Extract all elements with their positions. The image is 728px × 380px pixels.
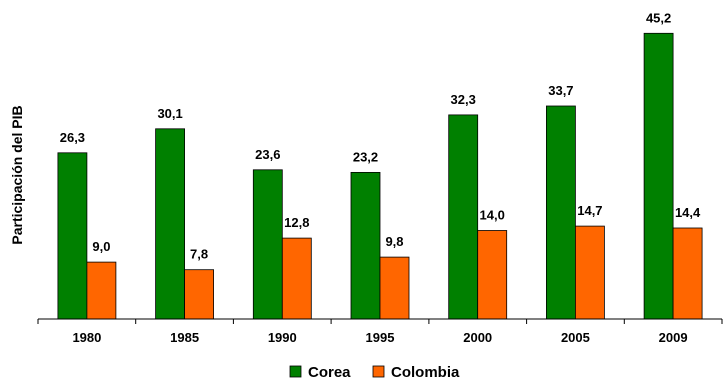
data-label-colombia-1990: 12,8 [284,215,309,230]
y-axis-label: Participación del PIB [9,105,25,244]
x-tick-label-1985: 1985 [170,330,199,345]
data-label-colombia-1980: 9,0 [92,239,110,254]
data-label-colombia-1985: 7,8 [190,247,208,262]
bar-corea-1980 [57,152,88,320]
legend-swatch-corea [289,365,302,378]
x-tick-labels-group: 1980 1985 1990 1995 2000 2005 2009 [72,330,687,345]
data-label-colombia-1995: 9,8 [385,234,403,249]
x-tick-label-1980: 1980 [72,330,101,345]
x-tick-label-2009: 2009 [659,330,688,345]
legend-label-corea: Corea [308,364,351,380]
x-ticks-group [37,319,723,324]
bar-corea-1985 [155,128,186,320]
bar-corea-2009 [643,32,674,320]
bar-colombia-1990 [281,237,312,320]
legend-swatch-colombia [372,365,385,378]
bar-corea-2005 [546,105,576,320]
data-label-corea-2005: 33,7 [548,83,573,98]
bar-corea-1990 [252,169,283,320]
bars-group [57,32,703,320]
bar-colombia-1995 [379,256,410,320]
bar-corea-2000 [448,114,479,320]
bar-corea-1995 [350,171,381,320]
x-tick-label-1995: 1995 [366,330,395,345]
legend-label-colombia: Colombia [391,364,460,380]
data-label-colombia-2005: 14,7 [577,203,602,218]
bar-colombia-1985 [184,269,215,320]
data-label-corea-1980: 26,3 [60,130,85,145]
data-label-corea-1995: 23,2 [353,149,378,164]
x-tick-label-2005: 2005 [561,330,590,345]
bar-colombia-1980 [86,261,117,320]
legend: Corea Colombia [289,364,460,380]
data-label-corea-2009: 45,2 [646,10,671,25]
bar-colombia-2005 [575,225,605,320]
data-label-corea-2000: 32,3 [451,92,476,107]
x-tick-label-1990: 1990 [268,330,297,345]
data-labels-group: 26,3 9,0 30,1 7,8 23,6 12,8 23,2 9,8 32,3 14,0 33,… [60,10,701,261]
data-label-colombia-2009: 14,4 [675,205,701,220]
data-label-colombia-2000: 14,0 [480,208,505,223]
data-label-corea-1990: 23,6 [255,147,280,162]
bar-colombia-2000 [477,230,508,320]
x-tick-label-2000: 2000 [463,330,492,345]
data-label-corea-1985: 30,1 [157,106,182,121]
bar-colombia-2009 [672,227,703,320]
